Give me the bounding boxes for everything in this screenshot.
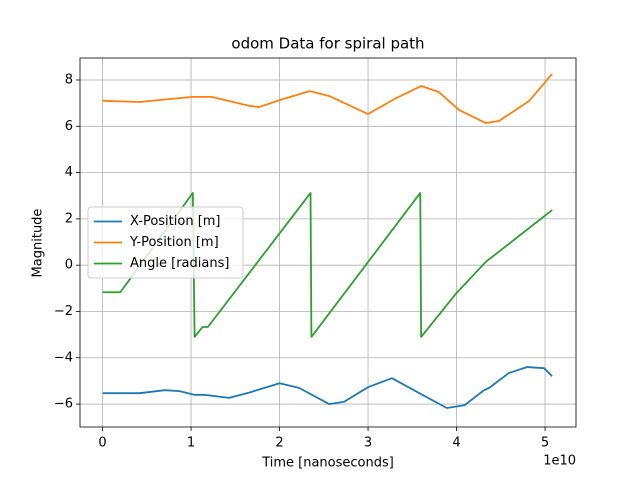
chart-title: odom Data for spiral path: [231, 35, 424, 53]
y-tick-label: −6: [54, 397, 73, 412]
data-line: [102, 366, 553, 409]
x-offset-label: 1e10: [543, 454, 576, 469]
data-line: [102, 73, 553, 124]
y-tick-label: 8: [65, 72, 73, 87]
legend-label: Angle [radians]: [130, 256, 229, 271]
x-tick-label: 1: [187, 436, 195, 451]
x-tick-label: 2: [275, 436, 283, 451]
data-line: [102, 192, 553, 338]
y-tick-label: 4: [65, 165, 73, 180]
y-tick-label: −4: [54, 350, 73, 365]
plot-frame: [79, 57, 577, 428]
x-axis-label: Time [nanoseconds]: [261, 456, 394, 471]
legend-label: Y-Position [m]: [129, 235, 219, 250]
y-tick-label: 6: [65, 119, 73, 134]
y-axis-label: Magnitude: [31, 209, 46, 278]
x-tick-label: 5: [541, 436, 549, 451]
x-tick-label: 4: [452, 436, 460, 451]
x-tick-label: 3: [364, 436, 372, 451]
y-tick-label: 0: [65, 258, 73, 273]
y-tick-label: −2: [54, 304, 73, 319]
legend-label: X-Position [m]: [130, 214, 221, 229]
legend-box: [87, 206, 244, 279]
y-tick-label: 2: [65, 211, 73, 226]
x-tick-label: 0: [98, 436, 106, 451]
